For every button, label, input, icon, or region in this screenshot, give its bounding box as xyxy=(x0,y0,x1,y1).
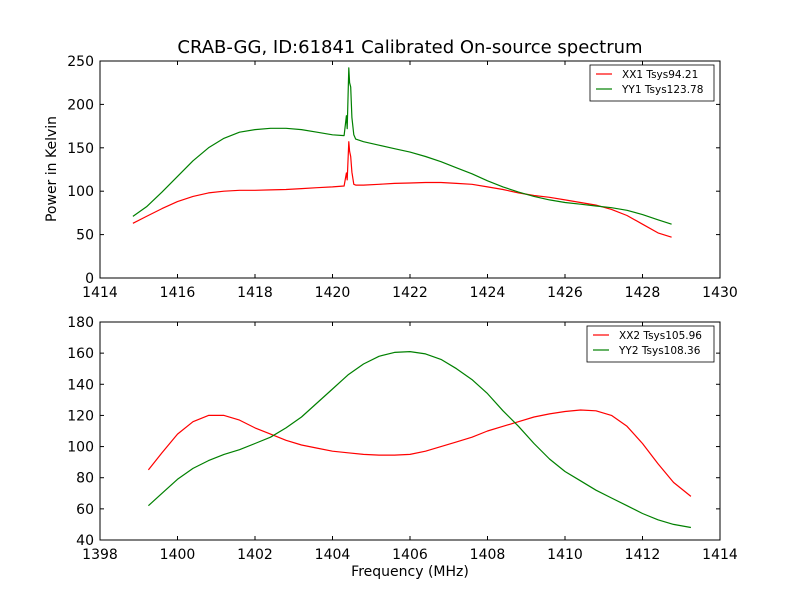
x-tick-label: 1412 xyxy=(625,547,661,563)
x-tick-label: 1402 xyxy=(237,547,273,563)
x-tick-label: 1422 xyxy=(392,285,428,301)
y-tick-label: 0 xyxy=(85,271,94,287)
x-tick-label: 1428 xyxy=(625,285,661,301)
y-tick-label: 40 xyxy=(76,533,94,549)
x-tick-label: 1408 xyxy=(470,547,506,563)
x-tick-label: 1398 xyxy=(82,547,118,563)
x-tick-label: 1410 xyxy=(547,547,583,563)
x-tick-label: 1430 xyxy=(702,285,738,301)
chart-title: CRAB-GG, ID:61841 Calibrated On-source s… xyxy=(177,37,642,58)
y-tick-label: 80 xyxy=(76,471,94,487)
y-tick-label: 160 xyxy=(67,346,94,362)
y-tick-label: 60 xyxy=(76,502,94,518)
legend-label: YY2 Tsys108.36 xyxy=(618,345,701,357)
x-tick-label: 1426 xyxy=(547,285,583,301)
y-tick-label: 100 xyxy=(67,440,94,456)
legend-label: XX1 Tsys94.21 xyxy=(622,69,698,81)
series-line-green xyxy=(132,67,672,225)
series-line-red xyxy=(147,409,692,497)
legend-label: XX2 Tsys105.96 xyxy=(619,330,702,342)
series-line-red xyxy=(132,141,672,238)
x-tick-label: 1416 xyxy=(160,285,196,301)
y-tick-label: 180 xyxy=(67,315,94,331)
x-tick-label: 1400 xyxy=(160,547,196,563)
y-tick-label: 200 xyxy=(67,97,94,113)
y-tick-label: 100 xyxy=(67,184,94,200)
legend-box xyxy=(586,325,715,363)
x-tick-label: 1424 xyxy=(470,285,506,301)
x-tick-label: 1414 xyxy=(82,285,118,301)
legend: XX1 Tsys94.21 YY1 Tsys123.78 xyxy=(589,64,715,102)
x-tick-label: 1404 xyxy=(315,547,351,563)
y-tick-label: 150 xyxy=(67,141,94,157)
x-tick-label: 1420 xyxy=(315,285,351,301)
legend: XX2 Tsys105.96 YY2 Tsys108.36 xyxy=(586,325,715,363)
y-tick-label: 250 xyxy=(67,54,94,70)
x-tick-label: 1414 xyxy=(702,547,738,563)
x-tick-label: 1418 xyxy=(237,285,273,301)
x-tick-label: 1406 xyxy=(392,547,428,563)
series-line-green xyxy=(147,351,692,529)
bottom-panel: 1398 1400 1402 1404 1406 1408 1410 1412 1414 40 60… xyxy=(67,315,738,563)
y-axis-label-top: Power in Kelvin xyxy=(44,116,60,222)
y-tick-label: 120 xyxy=(67,408,94,424)
y-tick-label: 50 xyxy=(76,228,94,244)
top-panel: 1414 1416 1418 1420 1422 1424 1426 1428 1430 0 50 1… xyxy=(67,54,738,301)
y-tick-label: 140 xyxy=(67,377,94,393)
legend-box xyxy=(589,64,715,102)
x-axis-label-bottom: Frequency (MHz) xyxy=(351,564,469,580)
legend-label: YY1 Tsys123.78 xyxy=(621,84,703,96)
